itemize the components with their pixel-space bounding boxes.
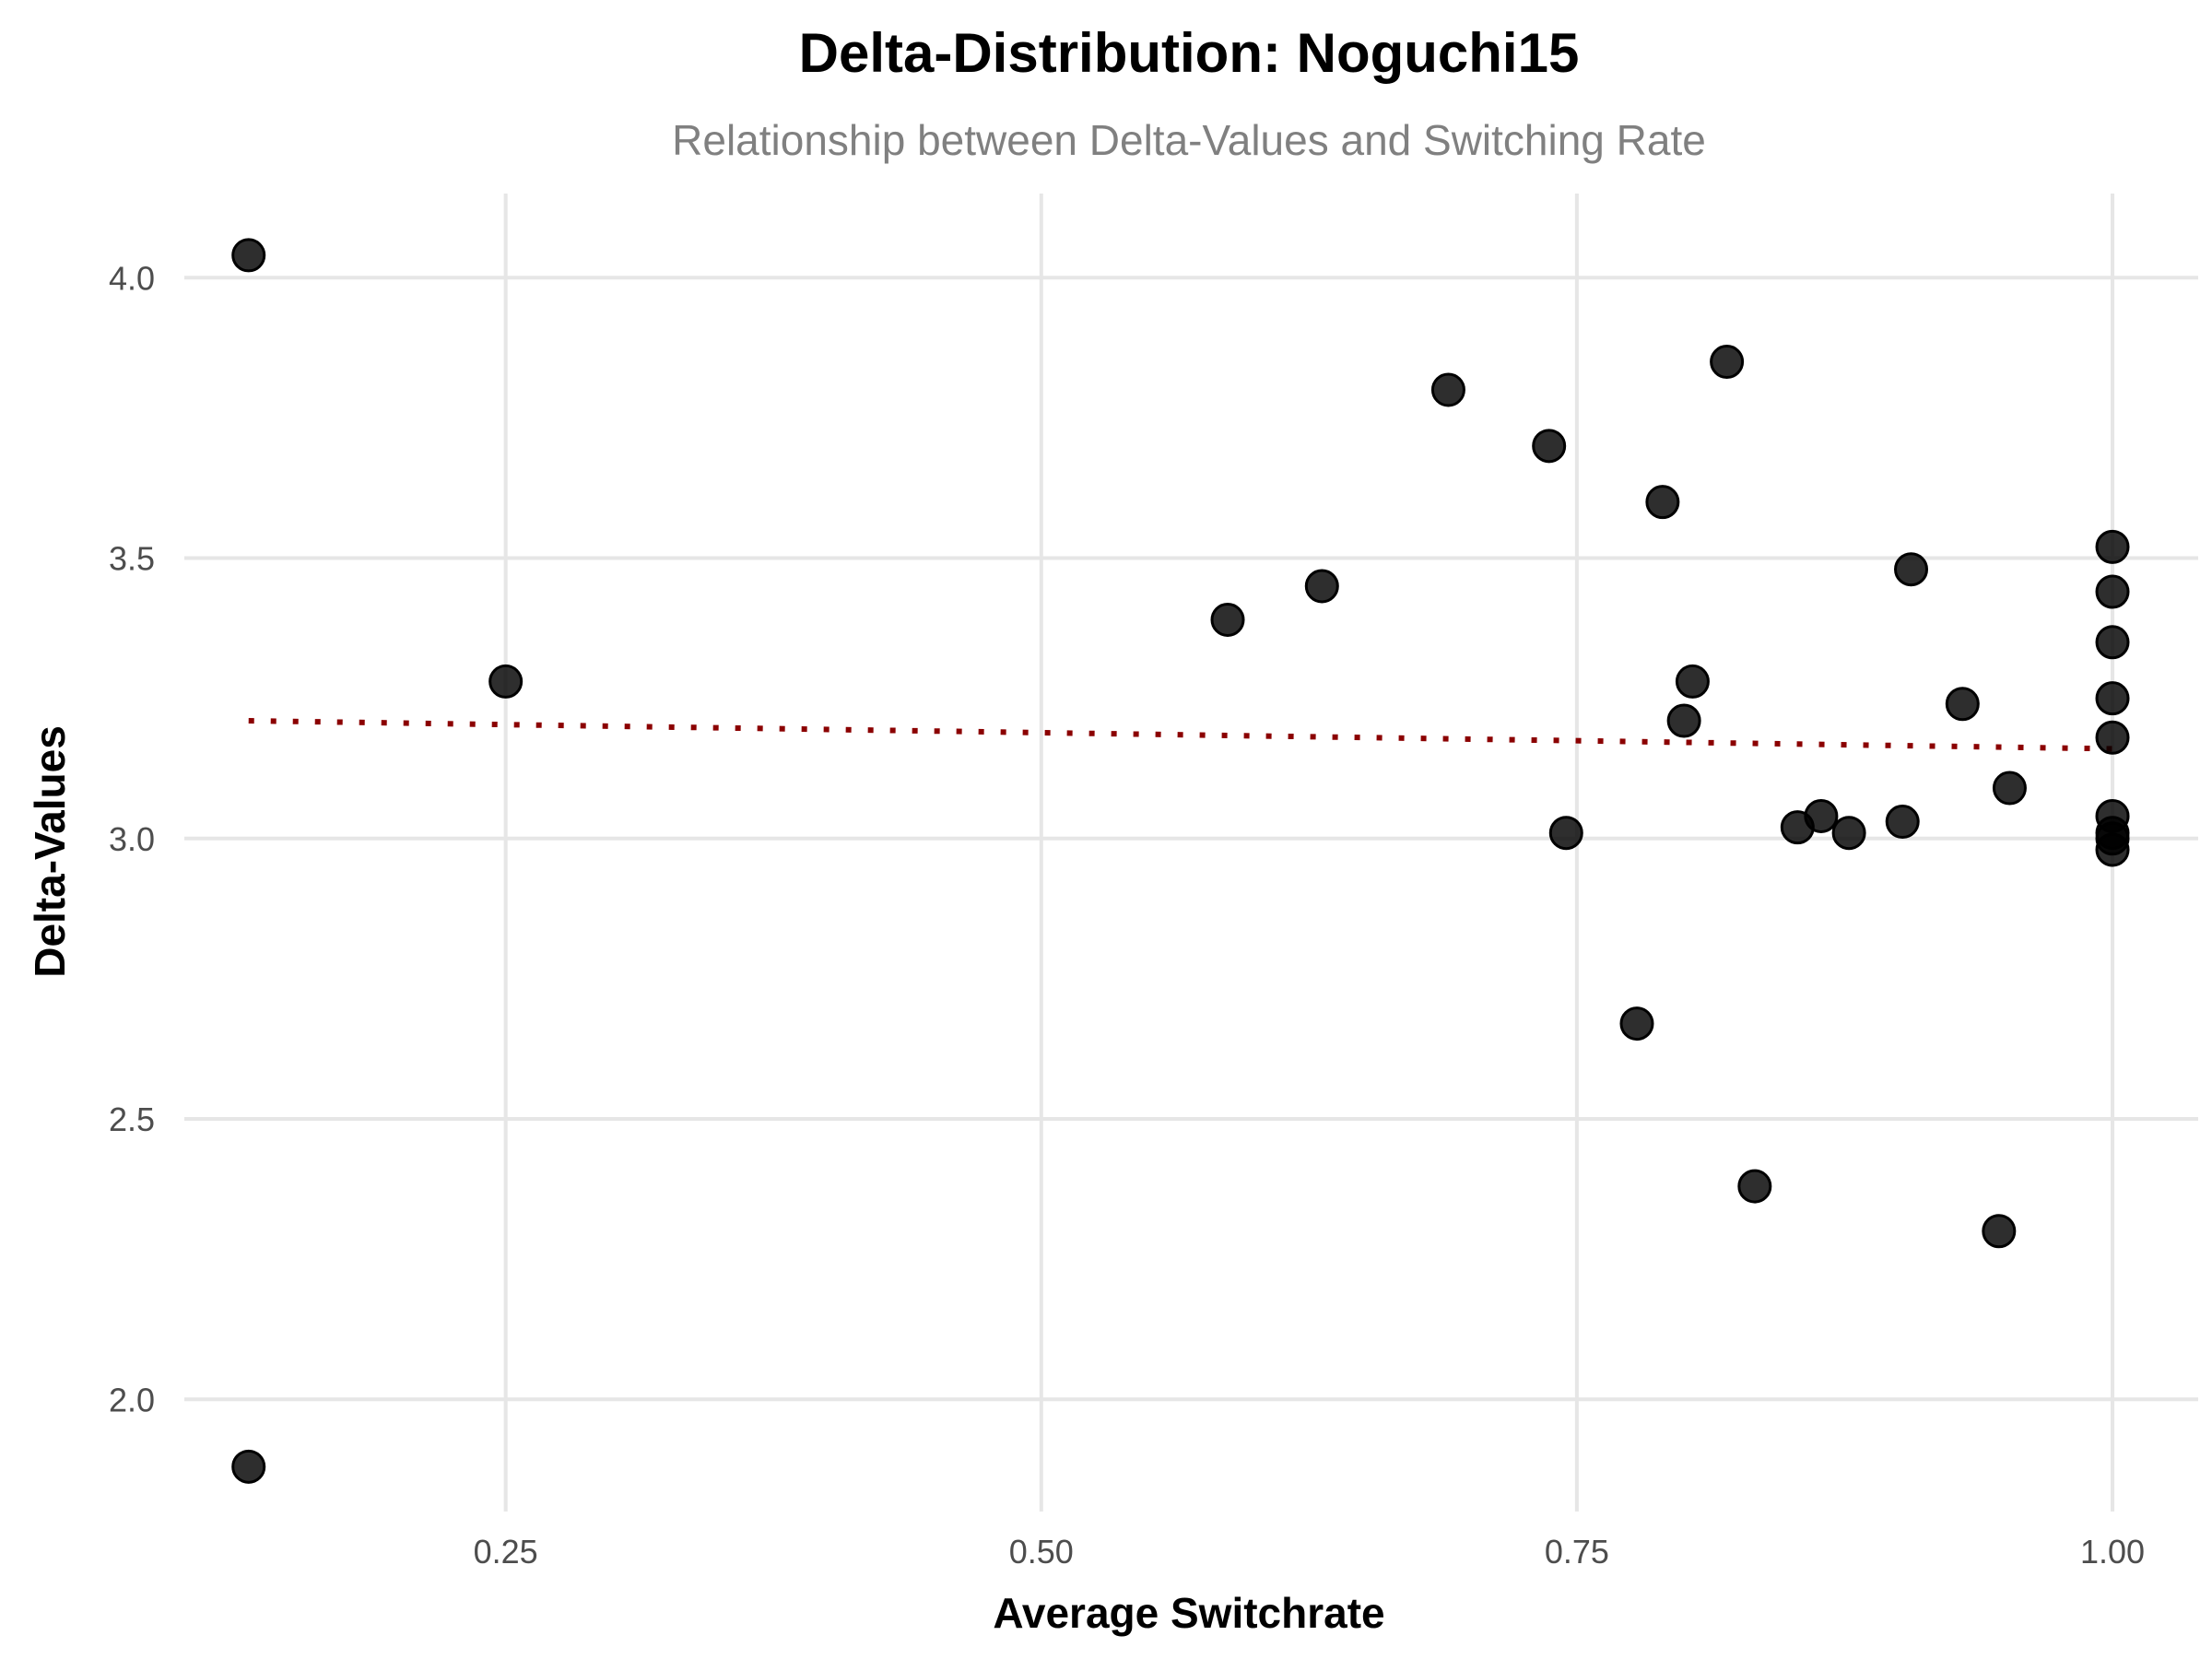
data-point xyxy=(1894,552,1929,587)
y-axis-title: Delta-Values xyxy=(26,725,74,978)
data-point xyxy=(1804,798,1839,833)
data-point xyxy=(2095,625,2130,660)
data-point xyxy=(1304,569,1339,604)
data-point xyxy=(1675,664,1710,699)
trend-line xyxy=(248,718,2113,752)
data-point xyxy=(2095,720,2130,755)
data-point xyxy=(1619,1006,1654,1041)
data-point xyxy=(2095,529,2130,564)
y-tick-label: 2.5 xyxy=(109,1100,155,1138)
data-point xyxy=(1831,816,1866,851)
data-point xyxy=(2095,832,2130,867)
gridlines xyxy=(184,194,2198,1512)
chart-subtitle: Relationship between Delta-Values and Sw… xyxy=(672,116,1706,164)
y-tick-label: 3.0 xyxy=(109,820,155,858)
x-tick-label: 0.50 xyxy=(1009,1533,1074,1571)
y-tick-label: 3.5 xyxy=(109,540,155,578)
x-axis-title: Average Switchrate xyxy=(993,1589,1384,1637)
data-point xyxy=(488,664,524,699)
tick-labels: 0.25 0.50 0.75 1.00 2.0 2.5 3.0 3.5 4.0 xyxy=(109,259,2145,1571)
data-point xyxy=(1532,429,1567,464)
x-tick-label: 0.25 xyxy=(474,1533,538,1571)
data-point xyxy=(2095,574,2130,609)
data-point xyxy=(231,238,266,273)
x-tick-label: 1.00 xyxy=(2080,1533,2145,1571)
data-point xyxy=(2095,681,2130,716)
data-point xyxy=(1666,703,1701,738)
data-point xyxy=(1210,602,1245,637)
chart-title: Delta-Distribution: Noguchi15 xyxy=(799,22,1580,84)
data-point xyxy=(1992,771,2027,806)
data-points xyxy=(231,238,2130,1484)
data-point xyxy=(1982,1214,2017,1249)
trend-line-layer xyxy=(248,718,2113,752)
data-point xyxy=(1710,345,1745,380)
data-point xyxy=(231,1449,266,1484)
data-point xyxy=(1645,485,1680,520)
data-point xyxy=(1885,805,1920,840)
y-tick-label: 4.0 xyxy=(109,259,155,297)
data-point xyxy=(1945,687,1980,722)
data-point xyxy=(1548,816,1583,851)
y-tick-label: 2.0 xyxy=(109,1381,155,1418)
data-point xyxy=(1430,372,1465,407)
data-point xyxy=(1737,1169,1772,1204)
x-tick-label: 0.75 xyxy=(1545,1533,1609,1571)
